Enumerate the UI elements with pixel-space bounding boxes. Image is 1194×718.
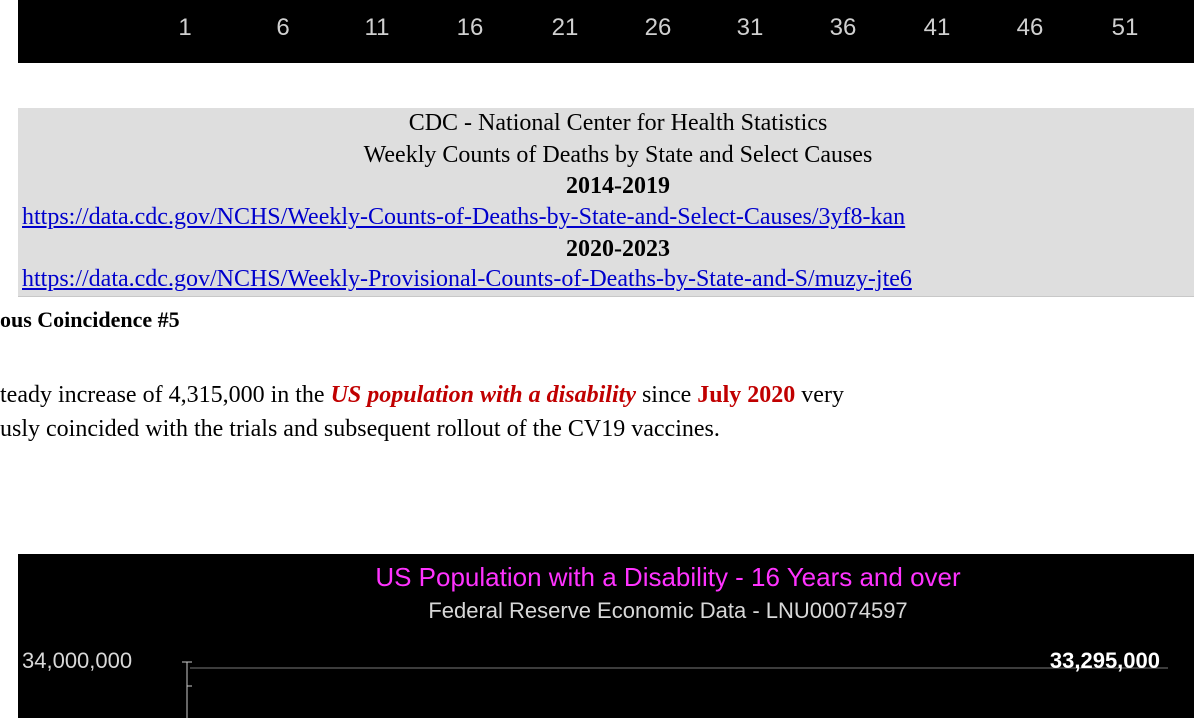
axis [182, 661, 1168, 718]
x-tick-label: 16 [456, 14, 484, 41]
chart-subtitle: Federal Reserve Economic Data - LNU00074… [428, 598, 908, 623]
x-tick-label: 21 [551, 14, 579, 41]
x-tick-label: 1 [178, 14, 192, 41]
link[interactable]: https://data.cdc.gov/NCHS/Weekly-Provisi… [22, 266, 912, 292]
heading: ous Coincidence #5 [0, 307, 180, 332]
x-tick-label: 31 [736, 14, 764, 41]
chart-panel: US Population with a Disability - 16 Yea… [18, 554, 1194, 718]
link[interactable]: https://data.cdc.gov/NCHS/Weekly-Counts-… [22, 204, 906, 230]
x-tick-label: 6 [276, 14, 290, 41]
source-line: Weekly Counts of Deaths by State and Sel… [363, 142, 873, 168]
text: very [795, 382, 844, 408]
highlight: July 2020 [697, 382, 796, 408]
y-tick-label: 34,000,000 [22, 648, 133, 673]
text: since [635, 382, 698, 408]
source-line: CDC - National Center for Health Statist… [408, 110, 828, 136]
paragraph-line: teady increase of 4,315,000 in the US po… [0, 382, 844, 409]
x-tick-label: 41 [923, 14, 951, 41]
chart-title: US Population with a Disability - 16 Yea… [375, 562, 961, 592]
paragraph-line: usly coincided with the trials and subse… [0, 416, 720, 442]
value-label: 33,295,000 [1049, 648, 1160, 673]
x-tick-label: 26 [644, 14, 672, 41]
x-tick-label: 36 [829, 14, 857, 41]
period: 2014-2019 [566, 173, 670, 199]
source-box: CDC - National Center for Health Statist… [18, 108, 1194, 297]
text: teady increase of 4,315,000 in the [0, 382, 331, 408]
highlight: US population with a disability [330, 382, 636, 408]
chart-axis-band: 1 6 11 16 21 26 31 36 41 46 51 [18, 0, 1194, 63]
period: 2020-2023 [566, 236, 670, 262]
x-tick-label: 46 [1016, 14, 1044, 41]
x-tick-label: 11 [364, 14, 390, 41]
x-tick-label: 51 [1111, 14, 1139, 41]
